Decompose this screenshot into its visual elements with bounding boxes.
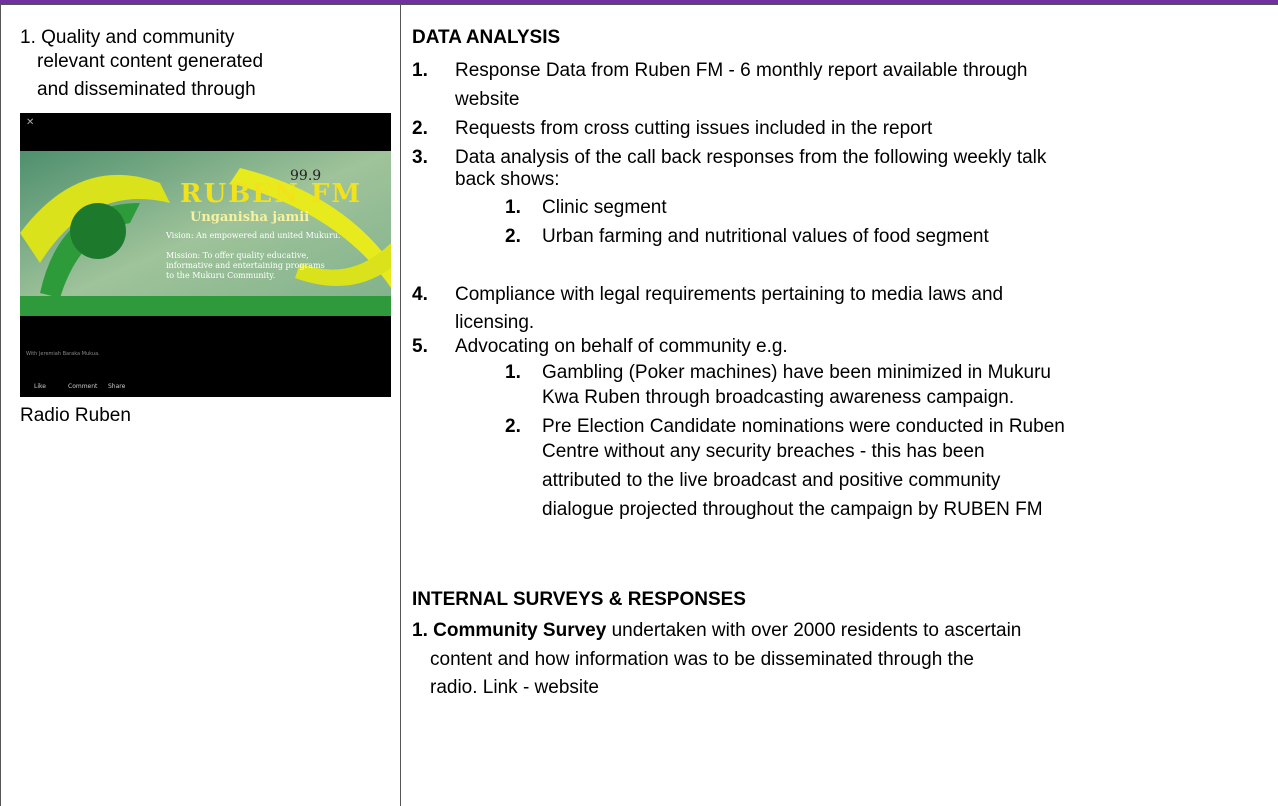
station: RUBEN FM (180, 179, 363, 209)
frequency: 99.9 (290, 168, 322, 184)
table-line (0, 4, 1, 806)
list-text: 1. Community Survey undertaken with over… (412, 619, 1021, 643)
radio-image: ✕ 99.9 RUBEN FM Unganisha jamii Vision: … (20, 113, 391, 397)
sub-number: 2. (505, 416, 521, 437)
list-number: 5. (412, 336, 428, 357)
top-border (0, 0, 1278, 4)
action: Share (108, 383, 126, 390)
sub-text: attributed to the live broadcast and pos… (542, 470, 1001, 491)
list-text: radio. Link - website (430, 677, 599, 698)
action: Comment (68, 383, 98, 390)
survey-title: Community Survey (433, 620, 607, 641)
mission: Mission: To offer quality educative, (166, 251, 309, 260)
list-text: website (455, 89, 520, 110)
item-line: and disseminated through (37, 79, 256, 100)
item-line: relevant content generated (37, 51, 264, 72)
heading: DATA ANALYSIS (412, 27, 561, 48)
sub-text: Clinic segment (542, 197, 667, 218)
list-text: Requests from cross cutting issues inclu… (455, 118, 933, 139)
sub-number: 2. (505, 226, 521, 247)
list-number: 1. (412, 620, 428, 641)
banner (20, 151, 391, 316)
list-text: undertaken with over 2000 residents to a… (611, 620, 1022, 641)
sub-text: Kwa Ruben through broadcasting awareness… (542, 387, 1015, 408)
list-text: back shows: (455, 169, 560, 190)
vision: Vision: An empowered and united Mukuru. (166, 231, 341, 240)
item-line: 1. Quality and community (20, 27, 235, 48)
mission: informative and entertaining programs (166, 261, 325, 270)
list-text: Advocating on behalf of community e.g. (455, 336, 788, 357)
heading: INTERNAL SURVEYS & RESPONSES (412, 589, 746, 610)
mission: to the Mukuru Community. (166, 271, 276, 280)
sub-text: Gambling (Poker machines) have been mini… (542, 362, 1052, 383)
caption: Radio Ruben (20, 405, 131, 426)
slogan: Unganisha jamii (190, 210, 310, 225)
sub-number: 1. (505, 362, 521, 383)
list-number: 3. (412, 147, 428, 168)
list-text: content and how information was to be di… (430, 649, 974, 670)
list-text: Data analysis of the call back responses… (455, 147, 1047, 168)
sub-text: Pre Election Candidate nominations were … (542, 416, 1065, 437)
list-text: Compliance with legal requirements perta… (455, 284, 1004, 305)
list-number: 2. (412, 118, 428, 139)
post-caption: With Jeremiah Baraka Mukua. (26, 351, 100, 357)
table-line (0, 4, 1278, 5)
column-divider (400, 4, 401, 806)
sub-text: dialogue projected throughout the campai… (542, 499, 1043, 520)
sub-text: Urban farming and nutritional values of … (542, 226, 989, 247)
list-number: 4. (412, 284, 428, 305)
action: Like (34, 383, 46, 390)
icon: ✕ (26, 117, 35, 128)
list-text: licensing. (455, 312, 535, 333)
sub-number: 1. (505, 197, 521, 218)
list-text: Response Data from Ruben FM - 6 monthly … (455, 60, 1028, 81)
sub-text: Centre without any security breaches - t… (542, 441, 985, 462)
list-number: 1. (412, 60, 428, 81)
